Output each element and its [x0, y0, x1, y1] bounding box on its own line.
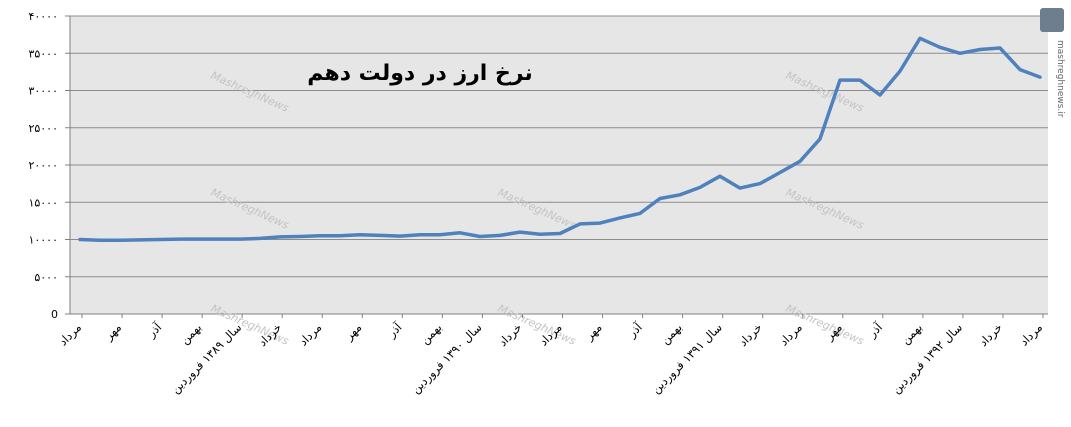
y-tick-label: 0 [51, 308, 58, 321]
y-tick-label: ۱۰۰۰۰ [28, 234, 58, 247]
x-tick-label: سال ۱۳۸۹ فروردین [168, 320, 245, 397]
x-tick-label: خرداد [736, 320, 766, 350]
x-tick-label: مرداد [1017, 320, 1046, 349]
y-tick-label: ۳۰۰۰۰ [28, 85, 58, 98]
series-line [78, 36, 1042, 242]
x-tick-label: مرداد [296, 320, 325, 349]
x-tick-label: بهمن [898, 320, 926, 348]
x-tick-label: مهر [581, 320, 605, 344]
x-tick-label: سال ۱۳۹۱ فروردین [649, 320, 726, 397]
x-tick-label: سال ۱۳۹۰ فروردین [408, 320, 485, 397]
mashregh-logo [1040, 8, 1064, 32]
y-tick-label: ۲۰۰۰۰ [28, 159, 58, 172]
x-tick-label: بهمن [418, 320, 446, 348]
y-tick-label: ۱۵۰۰۰ [28, 196, 58, 209]
x-tick-label: بهمن [177, 320, 205, 348]
x-tick-label: مرداد [777, 320, 806, 349]
y-tick-label: ۲۵۰۰۰ [28, 122, 58, 135]
x-tick-label: سال ۱۳۹۲ فروردین [889, 320, 966, 397]
x-tick-label: خرداد [976, 320, 1006, 350]
x-tick-label: بهمن [658, 320, 686, 348]
x-tick-label: مهر [341, 320, 365, 344]
x-tick-label: مهر [101, 320, 125, 344]
x-tick-label: آذر [384, 320, 406, 342]
x-tick-label: آذر [144, 320, 166, 342]
x-tick-label: مرداد [56, 320, 85, 349]
side-watermark: mashreghnews.ir [1055, 40, 1065, 118]
chart-title: نرخ ارز در دولت دهم [307, 61, 533, 86]
x-tick-label: آذر [624, 320, 646, 342]
y-tick-label: ۵۰۰۰ [34, 271, 58, 284]
y-tick-label: ۳۵۰۰۰ [28, 47, 58, 60]
y-tick-label: ۴۰۰۰۰ [28, 10, 58, 23]
x-tick-label: آذر [865, 320, 887, 342]
